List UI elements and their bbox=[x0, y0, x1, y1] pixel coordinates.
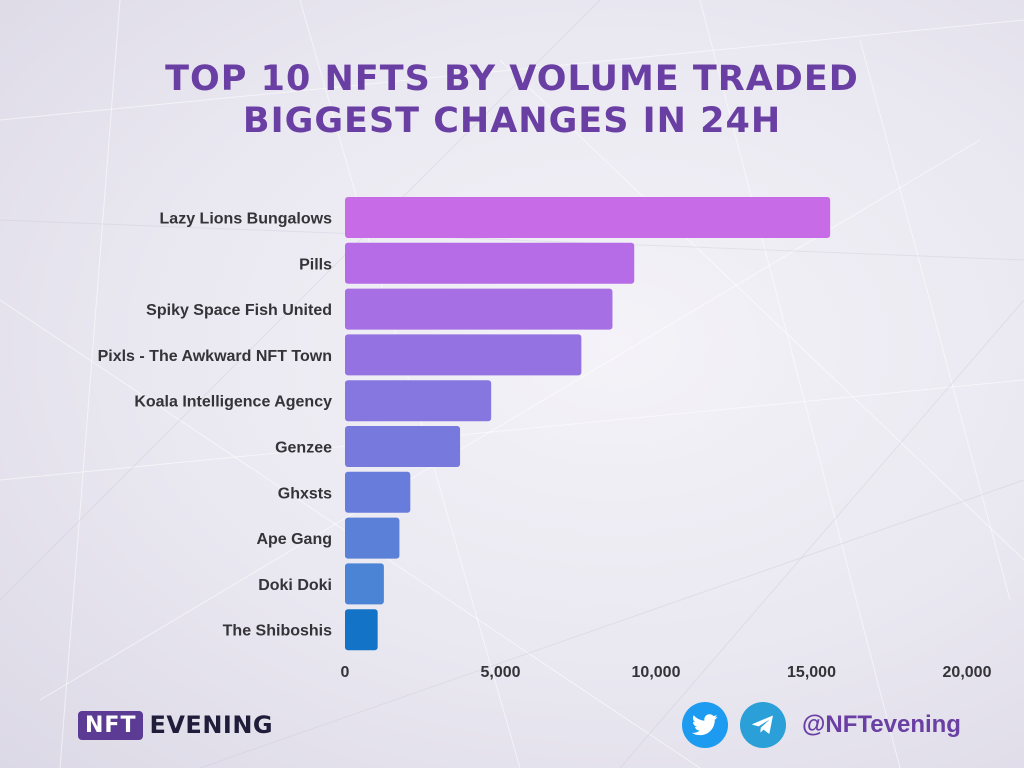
twitter-handle[interactable]: @NFTevening bbox=[802, 711, 961, 738]
category-label-1: Pills bbox=[299, 256, 332, 273]
bar-chart: Lazy Lions Bungalows Pills Spiky Space Fis… bbox=[98, 197, 992, 681]
bar-3 bbox=[345, 334, 582, 376]
category-label-3: Pixls - The Awkward NFT Town bbox=[98, 348, 332, 365]
logo-word: EVENING bbox=[149, 711, 274, 739]
title-line-1: TOP 10 NFTS BY VOLUME TRADED bbox=[165, 59, 859, 99]
x-tick-label-2: 10,000 bbox=[632, 664, 681, 681]
category-label-4: Koala Intelligence Agency bbox=[134, 394, 332, 411]
telegram-icon[interactable] bbox=[740, 702, 786, 748]
bar-4 bbox=[345, 380, 492, 422]
x-tick-label-1: 5,000 bbox=[480, 664, 520, 681]
category-label-2: Spiky Space Fish United bbox=[146, 302, 332, 319]
nft-evening-logo: NFT EVENING bbox=[78, 707, 273, 743]
bar-6 bbox=[345, 471, 411, 513]
category-label-8: Doki Doki bbox=[258, 577, 332, 594]
category-label-9: The Shiboshis bbox=[223, 623, 332, 640]
x-axis-ticks: 0 5,000 10,000 15,000 20,000 bbox=[341, 664, 992, 681]
x-tick-label-0: 0 bbox=[341, 664, 350, 681]
x-tick-label-4: 20,000 bbox=[943, 664, 992, 681]
bar-8 bbox=[345, 563, 384, 605]
bar-7 bbox=[345, 517, 400, 559]
category-label-0: Lazy Lions Bungalows bbox=[160, 211, 333, 228]
category-label-7: Ape Gang bbox=[256, 531, 332, 548]
bar-2 bbox=[345, 288, 613, 330]
chart-title: TOP 10 NFTS BY VOLUME TRADED BIGGEST CHA… bbox=[0, 58, 1024, 142]
x-tick-label-3: 15,000 bbox=[787, 664, 836, 681]
bar-0 bbox=[345, 197, 831, 238]
bar-9 bbox=[345, 609, 378, 651]
category-label-6: Ghxsts bbox=[278, 485, 332, 502]
bar-5 bbox=[345, 426, 461, 467]
twitter-icon[interactable] bbox=[682, 702, 728, 748]
social-links: @NFTevening bbox=[682, 702, 961, 748]
category-labels: Lazy Lions Bungalows Pills Spiky Space Fis… bbox=[98, 211, 333, 640]
bars-group bbox=[345, 197, 831, 651]
title-line-2: BIGGEST CHANGES IN 24H bbox=[242, 101, 782, 141]
category-label-5: Genzee bbox=[275, 440, 332, 457]
logo-box: NFT bbox=[78, 710, 144, 740]
bar-1 bbox=[345, 242, 635, 284]
